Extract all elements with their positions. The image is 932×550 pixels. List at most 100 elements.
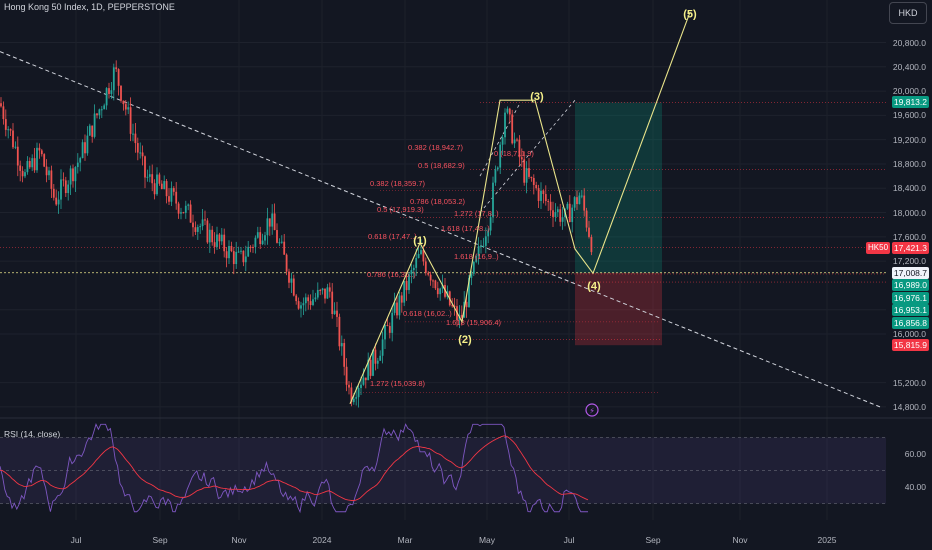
fib-label: 0.382 (18,942.7) — [408, 143, 464, 152]
price-badge: 16,976.1 — [891, 291, 929, 304]
candle-body — [55, 197, 58, 205]
price-tick-label: 15,200.0 — [892, 377, 926, 388]
candle-body — [48, 170, 50, 176]
candle-body — [247, 246, 250, 257]
candle-body — [122, 100, 125, 105]
channel-line — [479, 103, 521, 177]
candle-body — [300, 305, 302, 309]
candle-body — [434, 280, 437, 289]
fib-label: 0.618 (16,02..) — [403, 309, 452, 318]
currency-button[interactable]: HKD — [889, 2, 927, 24]
fib-label: 1.272 (15,039.8) — [370, 379, 426, 388]
channel-line — [479, 99, 576, 213]
lightning-icon: ⚡ — [589, 407, 595, 416]
rsi-ma-line — [0, 435, 589, 502]
candle-body — [96, 113, 98, 116]
candle-body — [211, 229, 214, 243]
event-marker-icon — [585, 403, 599, 417]
candle-body — [235, 251, 238, 265]
candle-body — [504, 112, 506, 138]
candle-body — [585, 210, 588, 228]
candle-body — [60, 179, 62, 200]
candle-body — [158, 174, 161, 184]
candle-body — [403, 280, 406, 303]
candle-body — [295, 295, 298, 302]
candle-body — [556, 209, 559, 213]
candle-body — [511, 114, 514, 144]
wave-label: (4) — [587, 280, 601, 292]
price-tick-label: 18,000.0 — [892, 207, 926, 218]
candle-body — [494, 169, 497, 183]
candle-body — [24, 172, 26, 177]
candle-body — [297, 301, 300, 309]
candle-body — [518, 139, 521, 158]
candle-body — [487, 230, 490, 237]
candle-body — [86, 135, 89, 154]
candle-body — [9, 129, 12, 131]
candle-body — [184, 205, 187, 213]
candle-body — [388, 326, 391, 333]
candle-body — [312, 299, 314, 306]
candle-body — [441, 284, 444, 289]
candle-body — [590, 236, 593, 253]
fib-label: 1.618 (15,906.4) — [446, 318, 502, 327]
price-tick-label: 16,000.0 — [892, 329, 926, 339]
candle-body — [376, 360, 379, 364]
candle-body — [120, 85, 122, 101]
candle-body — [19, 165, 22, 171]
candle-body — [499, 144, 502, 168]
candle-body — [98, 109, 101, 116]
candle-body — [194, 227, 197, 232]
candle-body — [220, 234, 223, 242]
candle-body — [540, 190, 542, 201]
candle-body — [81, 142, 84, 159]
candle-body — [588, 227, 590, 237]
price-tick-label: 20,000.0 — [892, 86, 926, 97]
price-tick-label: 18,800.0 — [892, 158, 926, 169]
price-tick-label: 20,800.0 — [892, 37, 926, 48]
candle-body — [259, 232, 262, 245]
candle-body — [7, 129, 10, 131]
candle-body — [537, 188, 540, 201]
candle-body — [112, 67, 115, 91]
candle-body — [57, 199, 60, 205]
candle-body — [2, 106, 5, 120]
candle-body — [204, 219, 206, 221]
candle-body — [14, 146, 17, 148]
candle-body — [256, 232, 259, 238]
candle-body — [362, 377, 365, 385]
candle-body — [472, 261, 475, 274]
candle-body — [199, 226, 202, 228]
candle-body — [180, 212, 182, 214]
candle-body — [580, 195, 583, 197]
wave-label: (1) — [413, 235, 427, 247]
candle-body — [288, 271, 290, 283]
candle-body — [43, 154, 46, 167]
candle-body — [62, 179, 65, 181]
rsi-label: RSI (14, close) — [4, 429, 61, 439]
candle-body — [340, 343, 343, 347]
candle-body — [554, 212, 557, 217]
price-tick-label: 20,400.0 — [892, 61, 926, 72]
candle-body — [216, 234, 218, 247]
candle-body — [196, 227, 199, 232]
candle-body — [244, 256, 247, 263]
candle-body — [182, 212, 185, 214]
candle-body — [328, 287, 331, 292]
candle-body — [331, 291, 334, 315]
candle-body — [316, 289, 319, 298]
candle-body — [4, 119, 7, 130]
candle-body — [393, 302, 396, 313]
candle-body — [151, 174, 154, 184]
candle-body — [408, 274, 410, 291]
price-badge: 19,813.2 — [891, 96, 929, 109]
target-zone — [575, 102, 662, 273]
candle-body — [420, 250, 422, 254]
candle-body — [74, 167, 77, 182]
candle-body — [319, 289, 322, 291]
candle-body — [566, 203, 569, 209]
candle-body — [417, 253, 420, 259]
time-tick-label: May — [478, 535, 496, 545]
